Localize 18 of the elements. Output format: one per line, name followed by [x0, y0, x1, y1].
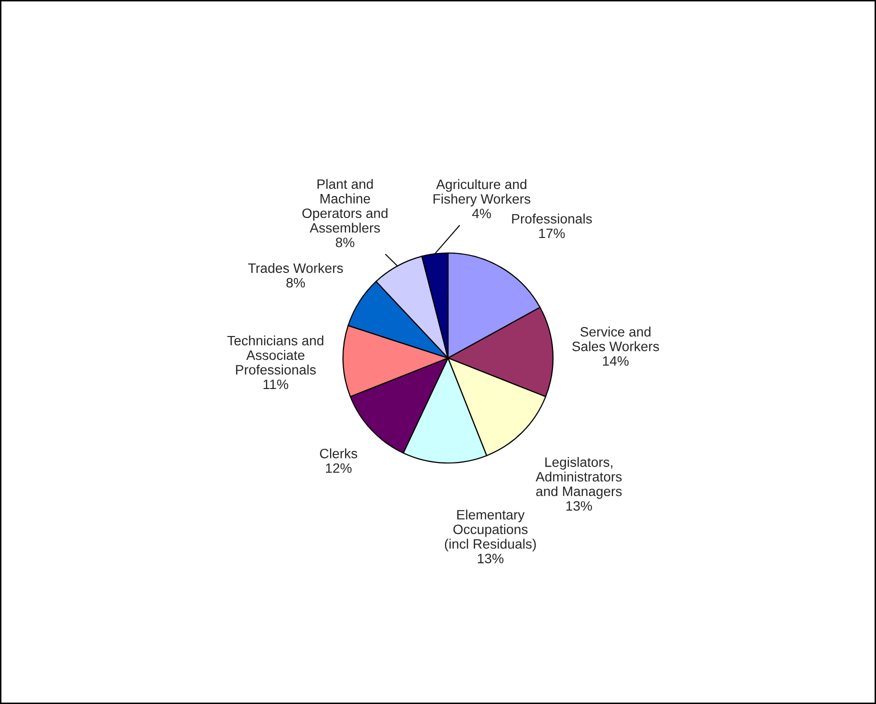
data-label: 12%	[326, 463, 352, 473]
data-label: 11%	[264, 380, 288, 390]
slice-label: Service and Sales Workers	[572, 326, 659, 352]
data-label: 13%	[478, 554, 504, 564]
slice-label: Plant and Machine Operators and Assemblers	[302, 178, 388, 233]
data-label: 14%	[603, 356, 629, 366]
slice-label: Clerks	[320, 448, 358, 458]
data-label: 4%	[472, 208, 491, 218]
slice-label: Legislators, Administrators and Managers	[536, 457, 622, 499]
slice-label: Professionals	[512, 214, 592, 224]
data-label: 13%	[566, 501, 592, 511]
slice-label: Elementary Occupations (incl Residuals)	[444, 510, 536, 552]
data-label: 8%	[336, 238, 354, 248]
data-label: 8%	[286, 278, 305, 288]
data-label: 17%	[539, 228, 565, 238]
slice-label: Agriculture and Fishery Workers	[434, 179, 530, 206]
slice-label: Technicians and Associate Professionals	[227, 335, 324, 375]
slice-label: Trades Workers	[248, 263, 343, 273]
